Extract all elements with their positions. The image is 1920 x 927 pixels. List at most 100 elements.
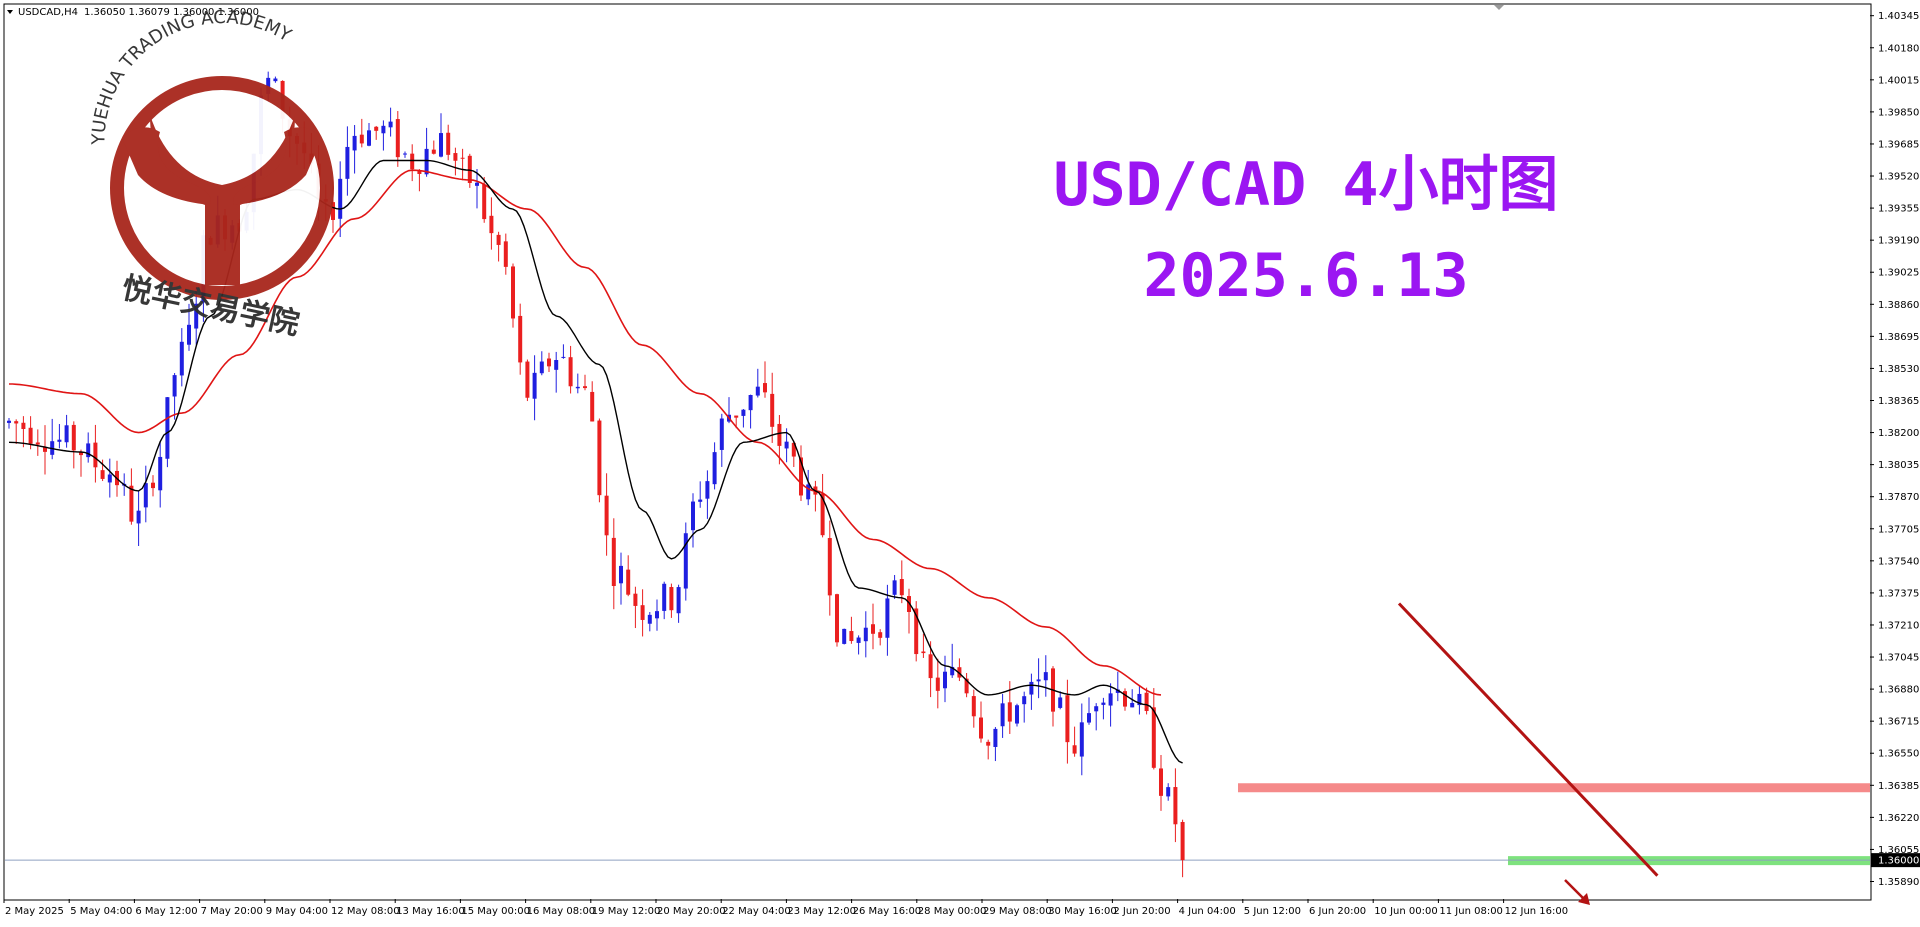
candle-body <box>784 441 789 449</box>
candle-body <box>525 361 530 398</box>
watermark-emblem <box>150 115 295 285</box>
price-tick-label: 1.37375 <box>1878 588 1919 599</box>
candle-body <box>568 357 573 387</box>
candle-body <box>1115 689 1120 693</box>
chevron-down-icon[interactable] <box>7 10 13 14</box>
candle-body <box>1065 695 1070 743</box>
candle-body <box>496 234 501 245</box>
candle-body <box>107 474 112 483</box>
candle-body <box>424 148 429 175</box>
price-tick-label: 1.39355 <box>1878 204 1919 215</box>
down-arrow-icon <box>1578 893 1590 905</box>
candle-body <box>626 569 631 595</box>
ohlc-values: 1.36050 1.36079 1.36000 1.36000 <box>84 7 259 18</box>
time-tick-label: 16 May 08:00 <box>527 906 596 917</box>
candle-body <box>1180 821 1185 861</box>
candle-body <box>403 153 407 155</box>
candle-body <box>395 119 400 158</box>
candle-body <box>1022 696 1027 705</box>
symbol-label: USDCAD,H4 <box>18 7 78 18</box>
candle-body <box>439 133 443 157</box>
price-tick-label: 1.38365 <box>1878 396 1919 407</box>
candle-body <box>583 386 587 389</box>
candle-body <box>885 598 890 638</box>
candle-body <box>331 202 335 220</box>
time-tick-label: 4 Jun 04:00 <box>1179 906 1236 917</box>
candle-body <box>691 501 695 531</box>
candle-body <box>1036 679 1041 682</box>
candle-body <box>381 125 386 134</box>
candle-body <box>835 594 839 643</box>
candle-body <box>741 409 746 416</box>
price-tick-label: 1.39850 <box>1878 107 1919 118</box>
candle-body <box>338 178 343 219</box>
price-tick-label: 1.40345 <box>1878 11 1919 22</box>
price-tick-label: 1.39025 <box>1878 268 1919 279</box>
candle-body <box>367 130 371 146</box>
candle-body <box>547 358 551 367</box>
candle-body <box>71 424 76 451</box>
candle-body <box>770 393 775 427</box>
trend-line[interactable] <box>1397 602 1659 877</box>
candle-body <box>136 510 141 524</box>
price-tick-label: 1.39520 <box>1878 172 1919 183</box>
chart-header: USDCAD,H4 1.36050 1.36079 1.36000 1.3600… <box>7 7 259 18</box>
candle-body <box>86 443 91 458</box>
time-tick-label: 28 May 00:00 <box>918 906 987 917</box>
candle-body <box>511 266 515 319</box>
resistance-zone[interactable] <box>1238 783 1870 793</box>
price-tick-label: 1.36715 <box>1878 717 1919 728</box>
candle-body <box>979 717 983 739</box>
candle-body <box>388 121 393 128</box>
candle-body <box>1101 702 1106 705</box>
candle-body <box>712 452 717 485</box>
candle-body <box>1166 787 1171 797</box>
price-tick-label: 1.38695 <box>1878 332 1919 343</box>
time-tick-label: 9 May 04:00 <box>266 906 328 917</box>
candle-body <box>489 215 494 234</box>
price-tick-label: 1.36550 <box>1878 749 1919 760</box>
time-tick-label: 12 Jun 16:00 <box>1505 906 1569 917</box>
time-tick-label: 11 Jun 08:00 <box>1439 906 1503 917</box>
candle-body <box>698 499 703 502</box>
ma-fast-line <box>8 159 1183 764</box>
overlay-title: USD/CAD 4小时图 <box>1053 150 1558 220</box>
candle-body <box>597 420 602 496</box>
price-tick-label: 1.40015 <box>1878 75 1919 86</box>
current-price-box <box>1871 853 1920 868</box>
time-tick-label: 13 May 16:00 <box>396 906 465 917</box>
candle-body <box>820 493 825 536</box>
overlay-date: 2025.6.13 <box>1143 241 1468 311</box>
time-tick-label: 12 May 08:00 <box>331 906 400 917</box>
candle-body <box>935 677 940 691</box>
candle-body <box>1144 692 1149 712</box>
candle-body <box>1130 702 1135 708</box>
candle-body <box>871 624 875 634</box>
price-tick-label: 1.38530 <box>1878 364 1919 375</box>
candle-body <box>719 418 724 450</box>
candle-body <box>611 537 616 586</box>
price-tick-label: 1.36055 <box>1878 845 1919 856</box>
candle-body <box>590 391 595 422</box>
candle-body <box>57 439 62 442</box>
candle-body <box>928 654 933 679</box>
time-tick-label: 22 May 04:00 <box>722 906 791 917</box>
shift-marker-icon[interactable] <box>1494 5 1504 10</box>
candle-body <box>129 485 134 522</box>
candle-body <box>971 696 976 717</box>
moving-averages-layer <box>8 159 1183 764</box>
candle-body <box>79 451 83 456</box>
candle-body <box>1108 693 1113 706</box>
candle-body <box>604 495 609 536</box>
time-tick-label: 5 May 04:00 <box>70 906 132 917</box>
candle-body <box>21 422 26 430</box>
plot-frame <box>3 3 1872 901</box>
candle-body <box>640 605 645 620</box>
candle-body <box>431 149 436 154</box>
candle-body <box>892 580 897 595</box>
candle-body <box>662 583 667 611</box>
candle-body <box>964 678 969 694</box>
price-tick-label: 1.37540 <box>1878 556 1919 567</box>
candle-body <box>676 587 681 614</box>
